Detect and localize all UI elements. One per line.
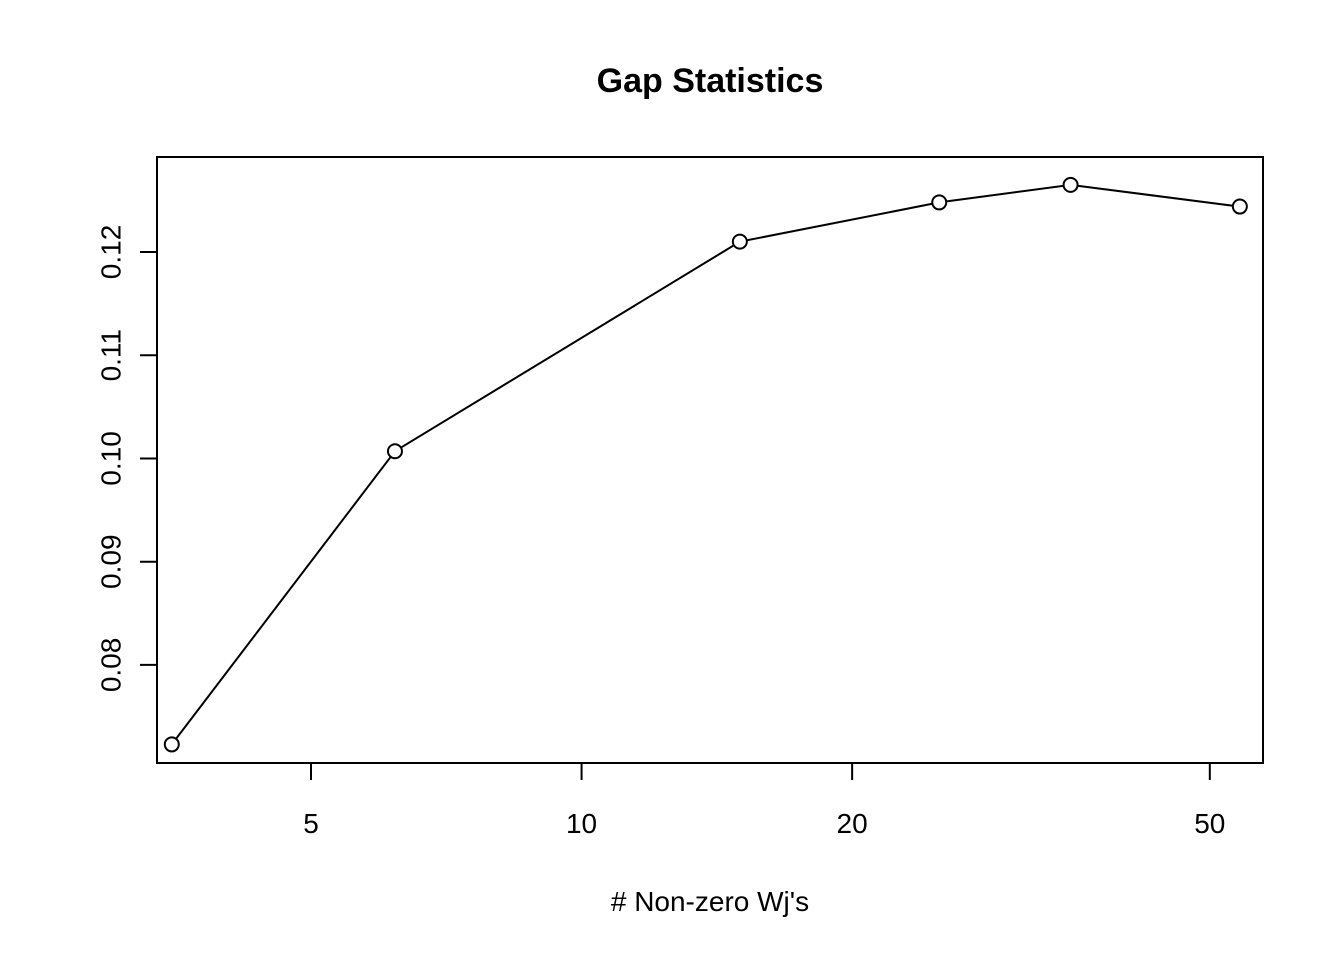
x-axis: 5 10 20 50 (303, 762, 1225, 839)
chart-title: Gap Statistics (597, 62, 824, 100)
plot-frame (156, 156, 1264, 764)
x-tick-label: 5 (303, 808, 319, 839)
series-layer (163, 176, 1248, 753)
y-tick-label: 0.09 (96, 534, 127, 589)
series-line (171, 183, 1240, 746)
x-tick-label: 10 (566, 808, 597, 839)
y-tick-label: 0.12 (96, 225, 127, 279)
y-axis: 0.08 0.09 0.10 0.11 0.12 (96, 225, 158, 692)
data-point (163, 736, 180, 753)
data-point (731, 233, 748, 250)
y-tick-label: 0.11 (96, 329, 127, 381)
x-tick-label: 20 (837, 808, 868, 839)
data-point (931, 194, 948, 211)
y-tick-label: 0.10 (96, 431, 127, 486)
data-point (386, 443, 403, 460)
data-point (1231, 198, 1248, 215)
x-tick-label: 50 (1194, 808, 1225, 839)
data-point (1062, 176, 1079, 193)
y-tick-label: 0.08 (96, 638, 127, 693)
x-axis-label: # Non-zero Wj's (611, 886, 809, 917)
